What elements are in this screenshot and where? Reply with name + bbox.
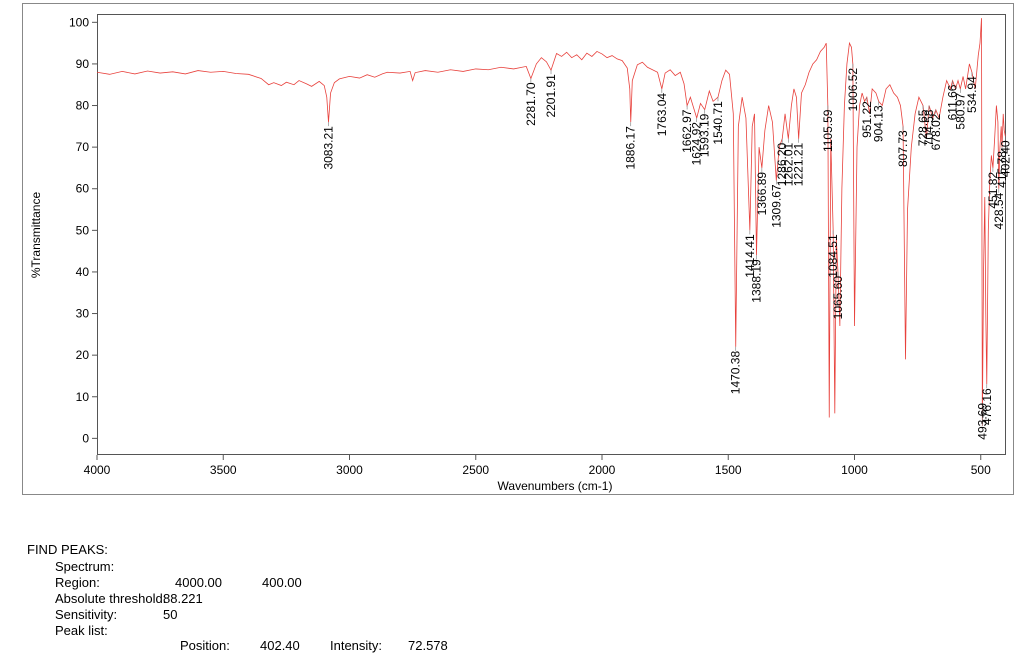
y-tick-label: 30 (76, 307, 90, 321)
report-text: Peak list: (55, 623, 108, 638)
y-tick-label: 0 (82, 431, 89, 445)
x-tick-label: 2000 (589, 463, 616, 477)
x-tick-label: 500 (971, 463, 991, 477)
peak-label: 534.94 (965, 76, 979, 113)
report-value: 88.221 (163, 591, 203, 606)
peak-label: 1262.01 (781, 142, 795, 186)
report-value: 400.00 (262, 575, 302, 590)
peak-label: 1388.19 (749, 259, 763, 303)
report-text: Position: (180, 638, 230, 653)
y-tick-label: 60 (76, 182, 90, 196)
spectrum-line (97, 18, 1006, 426)
peak-label: 1662.97 (680, 109, 694, 153)
frame (22, 3, 1014, 495)
peak-label: 1105.59 (821, 109, 835, 152)
report-text: Absolute threshold: (55, 591, 167, 606)
y-tick-label: 100 (69, 15, 89, 29)
x-tick-label: 1500 (715, 463, 742, 477)
peak-label: 807.73 (896, 130, 910, 167)
x-tick-label: 1000 (841, 463, 868, 477)
plot-area (97, 14, 1006, 455)
peak-label: 1763.04 (655, 93, 669, 137)
x-tick-label: 3000 (336, 463, 363, 477)
peak-label: 728.65 (916, 109, 930, 146)
peak-label: 611.66 (946, 84, 960, 120)
y-tick-label: 70 (76, 140, 90, 154)
peak-label: 1006.52 (846, 68, 860, 112)
peak-label: 1366.89 (755, 172, 769, 216)
peak-label: 1286.20 (775, 142, 789, 186)
peak-label: 493.69 (975, 403, 989, 440)
peak-label: 951.22 (860, 101, 874, 138)
peak-label: 1084.51 (826, 234, 840, 278)
y-tick-label: 80 (76, 99, 90, 113)
peak-label: 1221.21 (792, 142, 806, 186)
peak-label: 678.02 (929, 113, 943, 150)
report-text: Intensity: (330, 638, 383, 653)
peak-label: 1540.71 (711, 101, 725, 145)
peak-label: 1624.92 (690, 122, 704, 166)
report-text: Sensitivity: (55, 607, 118, 622)
peak-label: 1065.60 (831, 276, 845, 320)
peak-label: 415.78 (995, 151, 1009, 188)
peak-label: 580.97 (953, 93, 967, 130)
peak-label: 2201.91 (544, 74, 558, 118)
peak-label: 428.54 (992, 192, 1006, 229)
chart: Wavenumbers (cm-1) %Transmittance 0 10 20 3… (22, 3, 1014, 495)
y-tick-label: 90 (76, 57, 90, 71)
report-value: 4000.00 (175, 575, 222, 590)
peak-label: 2281.70 (524, 82, 538, 126)
report-text: Region: (55, 575, 100, 590)
x-axis-title: Wavenumbers (cm-1) (498, 479, 613, 493)
peak-label: 3083.21 (321, 126, 335, 170)
y-tick-label: 40 (76, 265, 90, 279)
peak-label: 904.13 (872, 105, 886, 142)
x-tick-label: 4000 (84, 463, 111, 477)
report-value: 402.40 (260, 638, 300, 653)
peak-label: 451.82 (986, 172, 1000, 209)
peak-label: 1470.38 (729, 351, 743, 395)
x-tick-label: 2500 (462, 463, 489, 477)
y-tick-label: 20 (76, 348, 90, 362)
peak-label: 402.40 (998, 140, 1012, 177)
x-tick-label: 3500 (210, 463, 237, 477)
y-tick-label: 50 (76, 223, 90, 237)
peak-label: 1414.41 (743, 234, 757, 278)
peak-label: 476.16 (980, 388, 994, 425)
y-tick-label: 10 (76, 390, 90, 404)
peak-label: 1309.67 (769, 184, 783, 228)
peak-label: 1593.19 (698, 113, 712, 157)
report-value: 50 (163, 607, 178, 622)
y-axis-title: %Transmittance (29, 192, 43, 279)
peak-label: 704.58 (922, 109, 936, 146)
report-text: Spectrum: (55, 559, 115, 574)
report-heading: FIND PEAKS: (27, 542, 108, 557)
report-value: 72.578 (408, 638, 448, 653)
peak-label: 1886.17 (624, 126, 638, 170)
